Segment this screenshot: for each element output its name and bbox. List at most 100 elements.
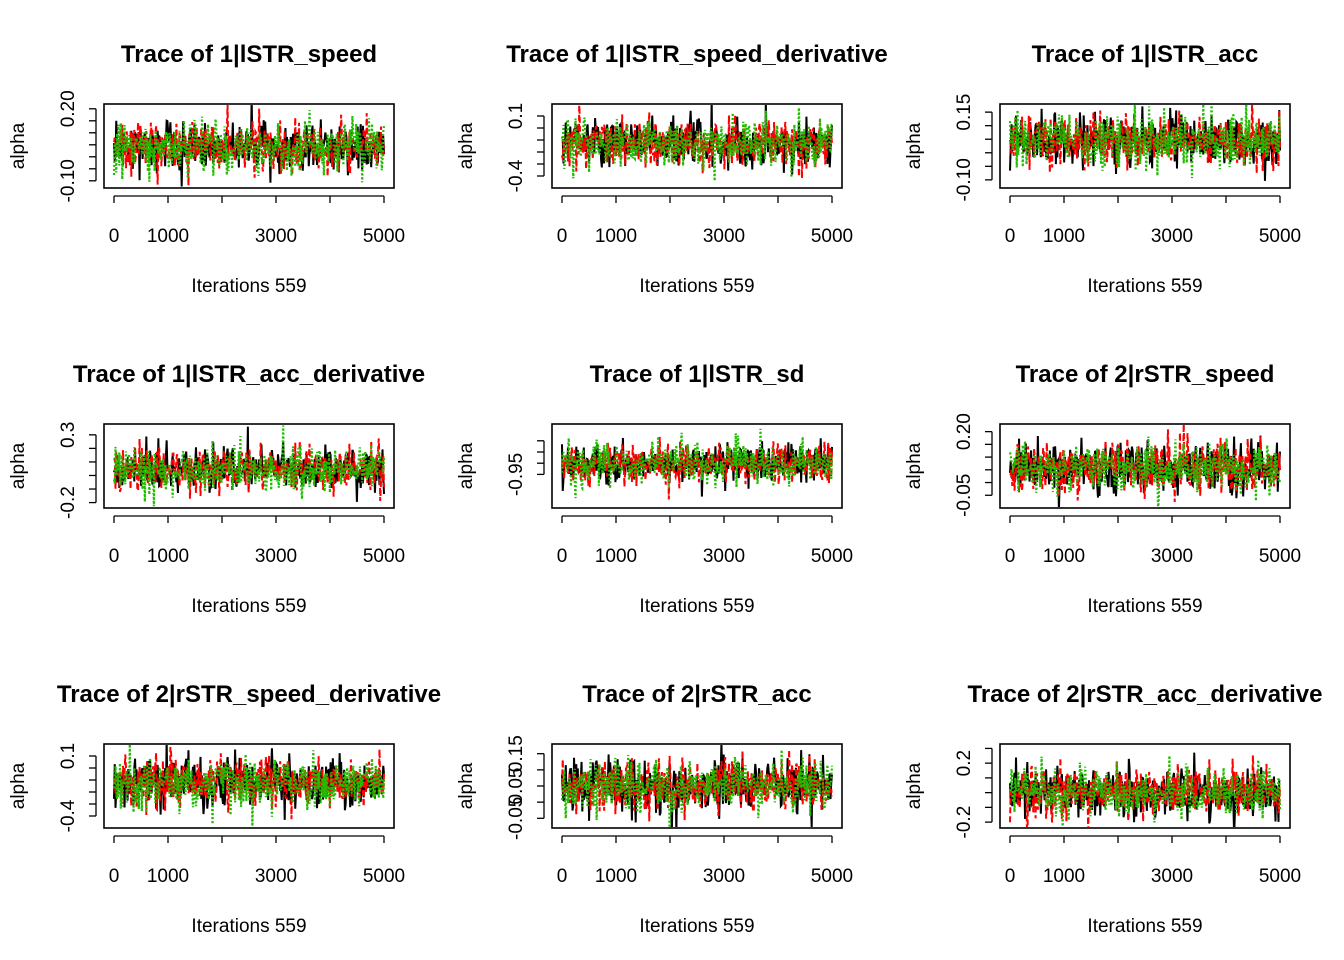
- plot-box: [551, 743, 843, 829]
- y-tick-label: -0.10: [58, 159, 79, 202]
- y-tick-label: -0.95: [506, 453, 527, 496]
- panel-title: Trace of 2|rSTR_speed: [1016, 361, 1275, 388]
- x-axis-label: Iterations 559: [639, 916, 754, 937]
- x-tick-label: 5000: [1259, 546, 1301, 567]
- traces: [1008, 752, 1282, 827]
- y-axis-label: alpha: [456, 442, 477, 489]
- x-axis-label: Iterations 559: [191, 916, 306, 937]
- x-tick-label: 5000: [363, 866, 405, 887]
- x-tick-label: 0: [109, 226, 120, 247]
- y-axis-label: alpha: [8, 122, 29, 169]
- plot-box: [999, 743, 1291, 829]
- y-axis-label: alpha: [8, 442, 29, 489]
- y-tick-label: 0.20: [58, 90, 79, 127]
- traces: [112, 745, 386, 827]
- y-tick-label: 0.05: [506, 768, 527, 805]
- y-tick-label: -0.4: [506, 159, 527, 192]
- panel-title: Trace of 2|rSTR_acc: [582, 681, 812, 708]
- x-tick-label: 5000: [811, 546, 853, 567]
- x-tick-label: 1000: [1043, 866, 1085, 887]
- trace-line-chain-2: [1009, 105, 1281, 174]
- trace-panel: Trace of 2|rSTR_acc Iterations 559 alpha 0 1…: [456, 681, 853, 937]
- y-tick-label: -0.4: [58, 799, 79, 832]
- x-axis-label: Iterations 559: [639, 276, 754, 297]
- trace-line-chain-3: [1008, 755, 1282, 827]
- x-axis-label: Iterations 559: [1087, 916, 1202, 937]
- trace-line-chain-2: [113, 746, 385, 820]
- panel-title: Trace of 1|lSTR_speed: [121, 41, 377, 68]
- x-axis-label: Iterations 559: [1087, 596, 1202, 617]
- plot-box: [551, 423, 843, 509]
- trace-panel: Trace of 1|lSTR_speed Iterations 559 alpha…: [8, 41, 405, 297]
- trace-panel: Trace of 2|rSTR_acc_derivative Iterations…: [904, 681, 1322, 937]
- x-tick-label: 1000: [147, 226, 189, 247]
- y-tick-label: 0.15: [954, 94, 975, 131]
- panel-title: Trace of 1|lSTR_acc_derivative: [73, 361, 425, 388]
- trace-line-chain-3: [560, 749, 834, 827]
- x-tick-label: 1000: [147, 866, 189, 887]
- y-tick-label: 0.1: [506, 103, 527, 129]
- plot-box: [103, 423, 395, 509]
- x-tick-label: 1000: [147, 546, 189, 567]
- x-tick-label: 1000: [1043, 546, 1085, 567]
- traces: [560, 428, 834, 500]
- traces: [1008, 105, 1282, 181]
- trace-line-chain-2: [561, 105, 833, 179]
- x-tick-label: 3000: [703, 546, 745, 567]
- y-tick-label: 0.20: [954, 413, 975, 450]
- trace-panel: Trace of 1|lSTR_acc Iterations 559 alpha 0 1…: [904, 41, 1301, 297]
- x-tick-label: 5000: [363, 546, 405, 567]
- plot-box: [103, 743, 395, 829]
- trace-line-chain-3: [112, 109, 386, 183]
- y-tick-label: 0.15: [506, 735, 527, 772]
- x-axis-label: Iterations 559: [191, 596, 306, 617]
- x-axis-label: Iterations 559: [639, 596, 754, 617]
- y-tick-label: -0.2: [954, 806, 975, 839]
- y-tick-label: -0.2: [58, 486, 79, 519]
- panel-title: Trace of 2|rSTR_acc_derivative: [968, 681, 1323, 708]
- x-tick-label: 3000: [1151, 546, 1193, 567]
- traces: [112, 105, 386, 187]
- x-tick-label: 0: [109, 866, 120, 887]
- trace-panel: Trace of 1|lSTR_acc_derivative Iterations…: [8, 361, 425, 617]
- x-tick-label: 0: [1005, 226, 1016, 247]
- trace-line-chain-3: [560, 428, 834, 499]
- y-tick-label: 0.2: [954, 750, 975, 776]
- trace-line-chain-3: [112, 425, 386, 507]
- x-tick-label: 5000: [1259, 226, 1301, 247]
- trace-panel: Trace of 2|rSTR_speed Iterations 559 alpha…: [904, 361, 1301, 617]
- x-tick-label: 3000: [703, 226, 745, 247]
- trace-line-chain-2: [113, 105, 385, 186]
- trace-line-chain-3: [112, 745, 386, 827]
- x-tick-label: 3000: [703, 866, 745, 887]
- y-tick-label: 0.1: [58, 743, 79, 769]
- traces: [560, 745, 834, 827]
- y-axis-label: alpha: [8, 762, 29, 809]
- traces: [112, 425, 386, 507]
- trace-line-chain-3: [560, 107, 834, 181]
- panel-title: Trace of 1|lSTR_acc: [1032, 41, 1259, 68]
- y-axis-label: alpha: [456, 122, 477, 169]
- x-tick-label: 5000: [363, 226, 405, 247]
- x-tick-label: 0: [557, 226, 568, 247]
- x-tick-label: 0: [1005, 546, 1016, 567]
- x-tick-label: 0: [1005, 866, 1016, 887]
- x-tick-label: 3000: [1151, 866, 1193, 887]
- trace-panel: Trace of 1|lSTR_speed_derivative Iteratio…: [456, 41, 888, 297]
- x-axis-label: Iterations 559: [191, 276, 306, 297]
- y-tick-label: -0.10: [954, 158, 975, 201]
- x-tick-label: 3000: [255, 866, 297, 887]
- x-tick-label: 3000: [255, 226, 297, 247]
- x-tick-label: 0: [557, 546, 568, 567]
- trace-panel: Trace of 1|lSTR_sd Iterations 559 alpha 0 10…: [456, 361, 853, 617]
- traces: [1008, 425, 1282, 507]
- x-tick-label: 5000: [1259, 866, 1301, 887]
- y-axis-label: alpha: [904, 442, 925, 489]
- x-tick-label: 3000: [1151, 226, 1193, 247]
- traces: [560, 105, 834, 181]
- panel-title: Trace of 1|lSTR_speed_derivative: [506, 41, 888, 68]
- plot-box: [551, 103, 843, 189]
- trace-line-chain-3: [1008, 436, 1282, 507]
- y-axis-label: alpha: [456, 762, 477, 809]
